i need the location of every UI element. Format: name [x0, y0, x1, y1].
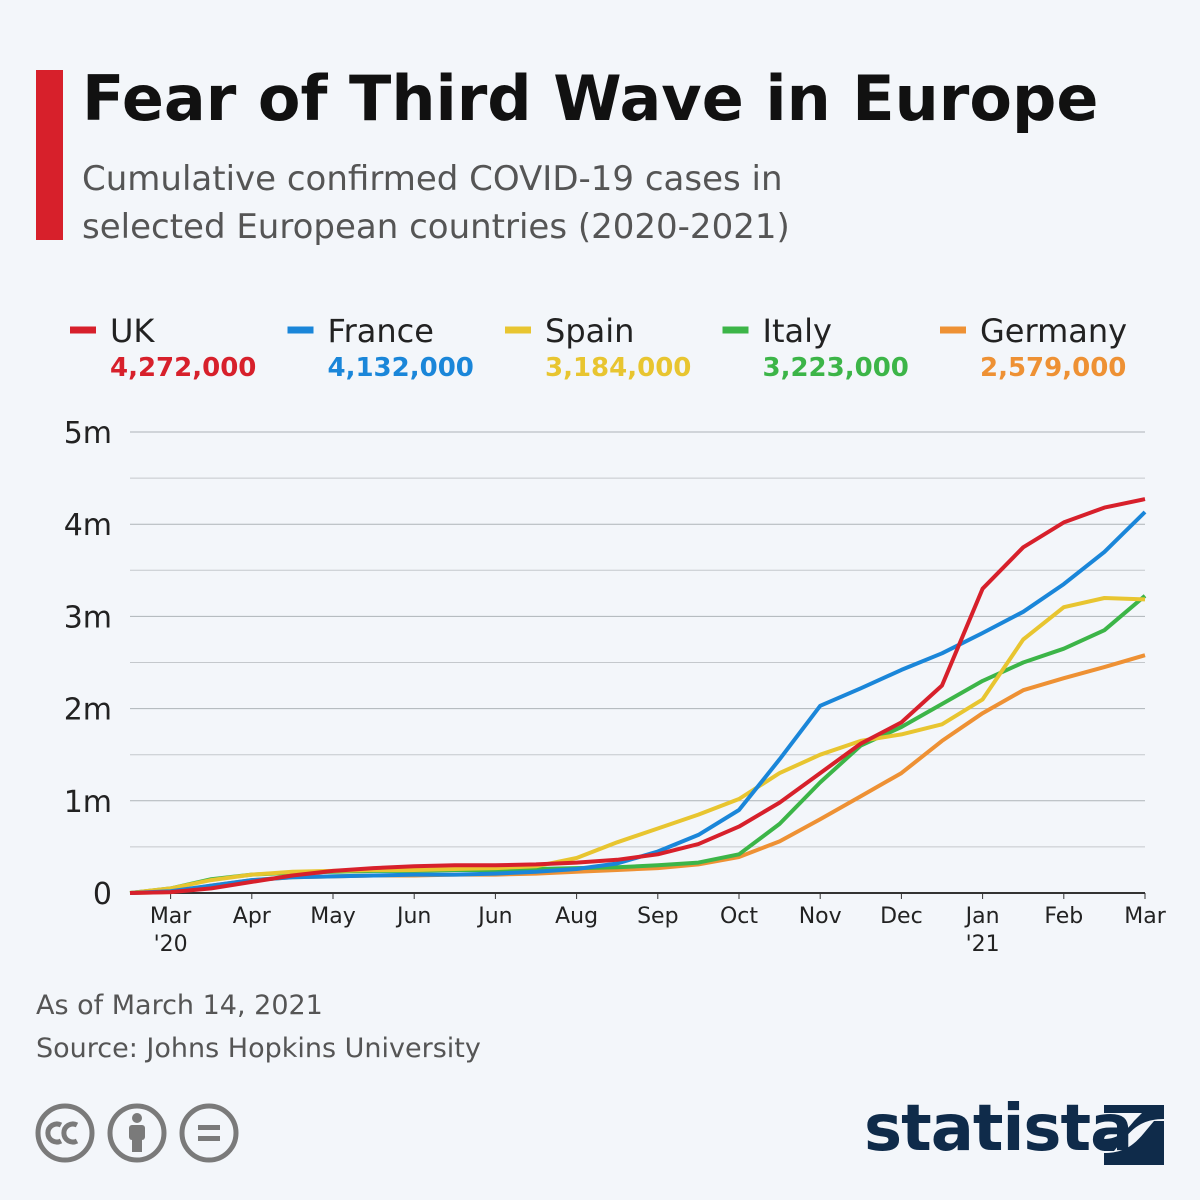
title: Fear of Third Wave in Europe: [82, 62, 1099, 135]
x-tick-label: May: [310, 904, 355, 929]
y-tick-label: 2m: [64, 693, 112, 728]
legend-label: Spain: [545, 312, 634, 350]
x-tick-label: Sep: [637, 904, 678, 929]
y-tick-label: 4m: [64, 508, 112, 543]
y-tick-label: 1m: [64, 785, 112, 820]
legend-value: 2,579,000: [980, 353, 1126, 383]
x-tick-label: Jun: [395, 904, 431, 929]
subtitle: Cumulative confirmed COVID-19 cases in s…: [82, 159, 790, 247]
brand-logo: statista: [864, 1092, 1133, 1166]
note: As of March 14, 2021: [36, 990, 323, 1021]
x-tick-label: Oct: [720, 904, 758, 929]
x-tick-label: Aug: [555, 904, 598, 929]
legend-label: Italy: [763, 312, 832, 350]
legend-label: France: [328, 312, 434, 350]
chart: 0 1m 2m 3m 4m 5m Mar '20 Apr May Jun Jun Aug Sep Oct No…: [64, 312, 1167, 957]
accent-bar: [36, 70, 63, 240]
x-tick-label: Jun: [476, 904, 512, 929]
x-tick-label: Feb: [1044, 904, 1083, 929]
series-line: [129, 594, 1147, 895]
x-tick-label: Nov: [799, 904, 842, 929]
y-tick-label: 3m: [64, 600, 112, 635]
legend-value: 3,184,000: [545, 353, 691, 383]
legend-label: Germany: [980, 312, 1127, 350]
y-tick-label: 5m: [64, 416, 112, 451]
legend-value: 4,272,000: [110, 353, 256, 383]
x-tick-label: Mar: [1124, 904, 1166, 929]
x-tick-label: Dec: [880, 904, 923, 929]
legend-value: 4,132,000: [328, 353, 474, 383]
y-tick-label: 0: [93, 877, 112, 912]
x-tick-label: Apr: [233, 904, 272, 929]
legend-value: 3,223,000: [763, 353, 909, 383]
source: Source: Johns Hopkins University: [36, 1033, 481, 1064]
x-tick-label: Mar '20: [150, 904, 192, 957]
brand-icon: [1104, 1105, 1164, 1165]
legend-label: UK: [110, 312, 155, 350]
license-icons: [35, 1103, 239, 1163]
series-line: [129, 596, 1146, 895]
series-line: [129, 497, 1146, 895]
x-tick-label: Jan '21: [964, 904, 1000, 957]
